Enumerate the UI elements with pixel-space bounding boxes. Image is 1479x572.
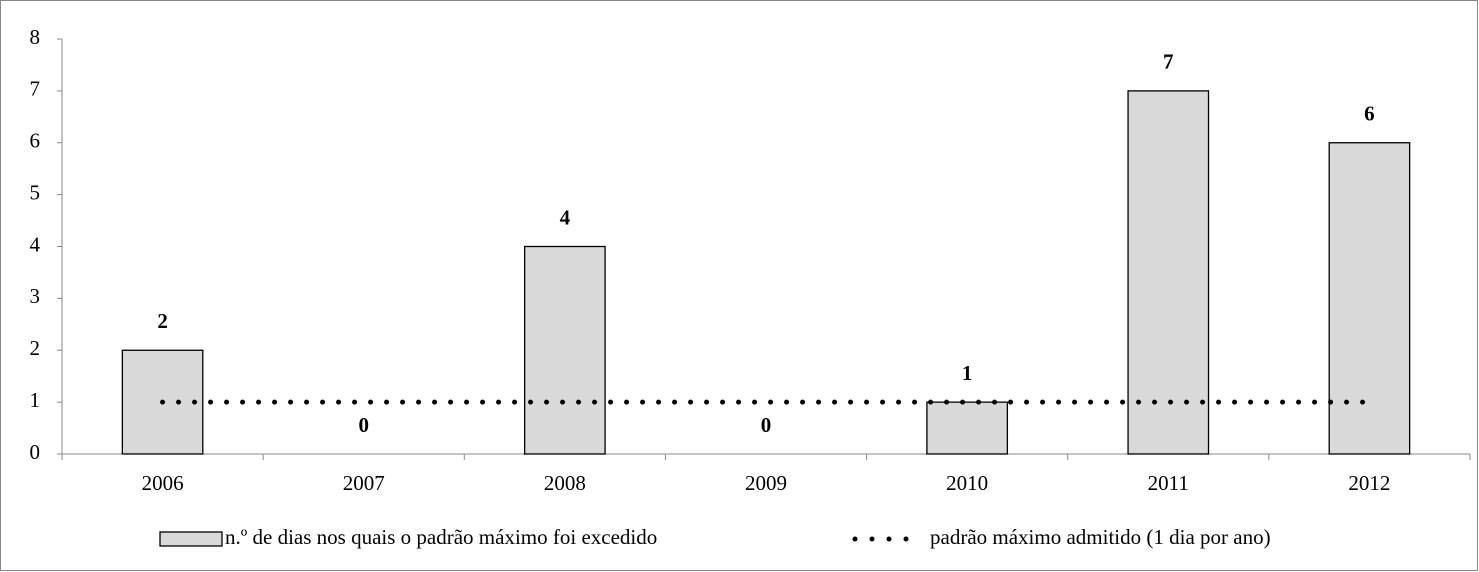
x-tick-label: 2010 (946, 471, 988, 495)
data-label: 0 (358, 413, 369, 437)
x-tick-label: 2011 (1148, 471, 1189, 495)
y-tick-label: 7 (30, 77, 41, 101)
bar (523, 245, 606, 455)
bar (1328, 142, 1411, 455)
y-tick-label: 5 (30, 180, 41, 204)
x-tick-label: 2012 (1348, 471, 1390, 495)
data-label: 1 (962, 361, 973, 385)
data-label: 6 (1364, 102, 1375, 126)
x-tick-label: 2008 (544, 471, 586, 495)
legend-swatch (159, 531, 223, 547)
data-label: 0 (761, 413, 772, 437)
x-tick-label: 2009 (745, 471, 787, 495)
data-label: 2 (157, 309, 168, 333)
y-tick-label: 0 (30, 440, 41, 464)
x-tick-label: 2006 (142, 471, 184, 495)
bar (926, 401, 1009, 455)
data-label: 7 (1163, 50, 1174, 74)
y-tick-label: 2 (30, 336, 41, 360)
y-tick-label: 6 (30, 129, 41, 153)
data-label: 4 (560, 205, 571, 229)
x-tick-label: 2007 (343, 471, 385, 495)
legend-label: n.º de dias nos quais o padrão máximo fo… (225, 525, 657, 549)
y-tick-label: 3 (30, 284, 41, 308)
bar (1127, 90, 1210, 455)
legend-label: padrão máximo admitido (1 dia por ano) (930, 525, 1271, 549)
y-tick-label: 1 (30, 388, 41, 412)
y-tick-label: 8 (30, 25, 41, 49)
y-tick-label: 4 (30, 232, 41, 256)
